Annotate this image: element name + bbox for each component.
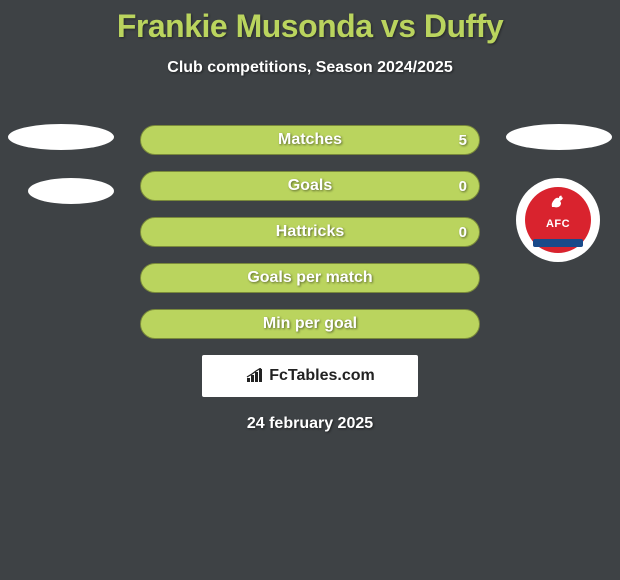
bar-value: 5	[459, 132, 467, 149]
bar-value: 0	[459, 178, 467, 195]
bar-row: Min per goal	[140, 309, 480, 339]
bar-row: Goals per match	[140, 263, 480, 293]
bar-row: Goals 0	[140, 171, 480, 201]
bar-label: Hattricks	[276, 223, 344, 241]
brand-text: FcTables.com	[245, 367, 375, 385]
subtitle: Club competitions, Season 2024/2025	[0, 59, 620, 77]
page-title: Frankie Musonda vs Duffy	[0, 0, 620, 45]
bar-label: Min per goal	[263, 315, 357, 333]
bar-label: Goals	[288, 177, 332, 195]
bar-label: Goals per match	[247, 269, 372, 287]
chart-icon	[245, 368, 265, 384]
date-text: 24 february 2025	[0, 415, 620, 433]
comparison-chart: Matches 5 Goals 0 Hattricks 0 Goals per …	[0, 125, 620, 433]
bar-row: Hattricks 0	[140, 217, 480, 247]
bar-label: Matches	[278, 131, 342, 149]
bar-value: 0	[459, 224, 467, 241]
bar-list: Matches 5 Goals 0 Hattricks 0 Goals per …	[140, 125, 480, 339]
brand-label: FcTables.com	[269, 367, 375, 385]
brand-box: FcTables.com	[202, 355, 418, 397]
bar-row: Matches 5	[140, 125, 480, 155]
